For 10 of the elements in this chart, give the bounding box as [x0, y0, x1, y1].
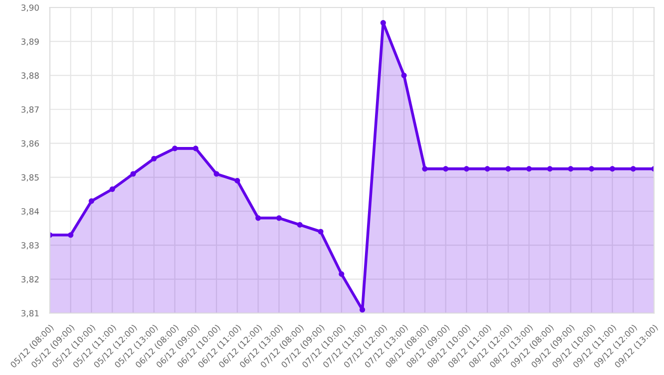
y-tick-label: 3,84	[21, 208, 39, 216]
y-tick-label: 3,87	[21, 106, 39, 114]
y-tick-label: 3,86	[21, 140, 39, 148]
y-tick-label: 3,82	[21, 276, 39, 284]
y-tick-label: 3,81	[21, 310, 39, 318]
y-tick-label: 3,83	[21, 242, 39, 250]
y-tick-label: 3,88	[21, 72, 39, 80]
y-tick-label: 3,90	[21, 4, 39, 12]
y-tick-label: 3,89	[21, 38, 39, 46]
y-tick-label: 3,85	[21, 174, 39, 182]
